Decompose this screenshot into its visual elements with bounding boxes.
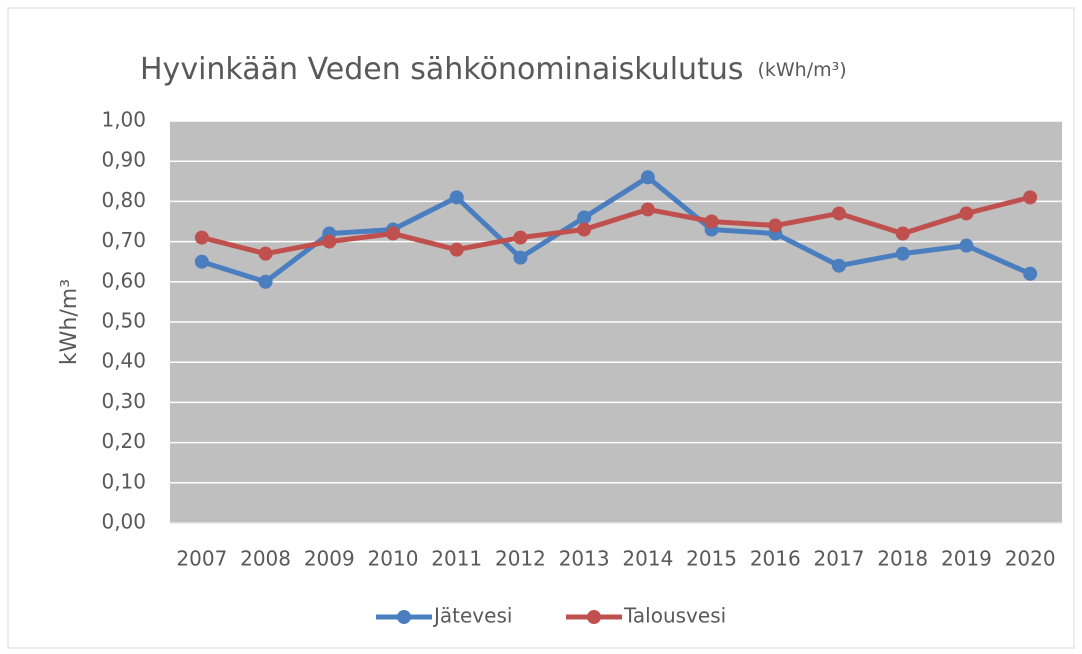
point — [895, 226, 910, 241]
y-tick-label: 0,00 — [101, 510, 146, 534]
point — [1023, 190, 1038, 205]
x-tick-label: 2014 — [622, 547, 673, 571]
y-tick-label: 0,80 — [101, 188, 146, 212]
x-tick-label: 2007 — [176, 547, 227, 571]
legend-marker — [397, 610, 411, 624]
legend-marker — [587, 610, 601, 624]
x-tick-label: 2016 — [750, 547, 801, 571]
y-tick-label: 0,90 — [101, 148, 146, 172]
point — [258, 274, 273, 289]
point — [895, 246, 910, 261]
series-line — [201, 174, 1032, 285]
point — [577, 210, 592, 225]
x-tick-label: 2009 — [304, 547, 355, 571]
point — [640, 202, 655, 217]
title: Hyvinkään Veden sähkönominaiskulutus — [140, 52, 743, 87]
y-tick-label: 0,20 — [101, 429, 146, 453]
point — [194, 254, 209, 269]
point — [513, 250, 528, 265]
point — [513, 230, 528, 245]
point — [258, 246, 273, 261]
x-tick-label: 2011 — [431, 547, 482, 571]
chart-title: Hyvinkään Veden sähkönominaiskulutus (kWh… — [140, 52, 847, 87]
legend-label: Talousvesi — [623, 604, 726, 628]
point — [194, 230, 209, 245]
point — [449, 190, 464, 205]
point — [832, 206, 846, 221]
y-tick-label: 0,40 — [101, 349, 146, 373]
point — [832, 258, 846, 273]
subtitle: (kWh/m³) — [757, 59, 846, 81]
y-tick-label: 0,70 — [101, 228, 146, 252]
point — [959, 206, 974, 221]
series-line — [201, 194, 1031, 257]
y-tick-label: 1,00 — [101, 108, 146, 132]
y-tick-label: 0,10 — [101, 469, 146, 493]
point — [959, 238, 974, 253]
point — [768, 218, 783, 233]
y-tick-label: 0,50 — [101, 309, 146, 333]
x-tick-label: 2013 — [559, 547, 610, 571]
x-tick-label: 2008 — [240, 547, 291, 571]
point — [322, 234, 337, 249]
x-tick-label: 2012 — [495, 547, 546, 571]
x-tick-label: 2020 — [1005, 547, 1056, 571]
point — [704, 214, 719, 229]
y-axis-label: kWh/m³ — [57, 279, 82, 365]
y-tick-label: 0,60 — [101, 268, 146, 292]
x-tick-label: 2010 — [368, 547, 419, 571]
point — [577, 222, 592, 237]
point — [449, 242, 464, 257]
point — [640, 170, 655, 185]
legend-label: Jätevesi — [432, 604, 512, 628]
point — [386, 226, 400, 241]
point — [1023, 266, 1038, 281]
x-tick-label: 2015 — [686, 547, 737, 571]
x-tick-label: 2017 — [814, 547, 865, 571]
x-tick-label: 2018 — [877, 547, 928, 571]
y-tick-label: 0,30 — [101, 389, 146, 413]
x-tick-label: 2019 — [941, 547, 992, 571]
